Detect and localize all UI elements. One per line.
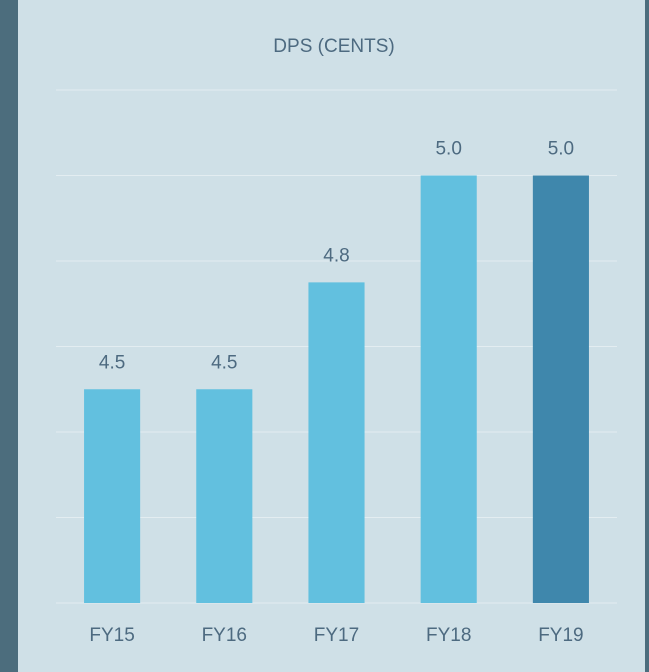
x-tick-label: FY15: [89, 625, 134, 646]
bar: [196, 389, 252, 603]
x-tick-label: FY16: [202, 625, 247, 646]
value-label: 4.8: [323, 245, 349, 266]
x-tick-label: FY19: [538, 625, 583, 646]
page: DPS (CENTS) FY15 4.5 FY16 4.5 FY17 4.8 FY18 5.0…: [0, 0, 649, 672]
value-label: 5.0: [435, 139, 461, 160]
chart: DPS (CENTS) FY15 4.5 FY16 4.5 FY17 4.8 FY18 5.0…: [0, 0, 649, 672]
chart-title: DPS (CENTS): [273, 36, 394, 57]
value-label: 4.5: [211, 352, 237, 373]
bar: [421, 176, 477, 604]
bar: [84, 389, 140, 603]
bar: [533, 176, 589, 604]
x-tick-label: FY17: [314, 625, 359, 646]
x-tick-label: FY18: [426, 625, 471, 646]
bar: [308, 282, 364, 603]
value-label: 5.0: [548, 139, 574, 160]
value-label: 4.5: [99, 352, 125, 373]
